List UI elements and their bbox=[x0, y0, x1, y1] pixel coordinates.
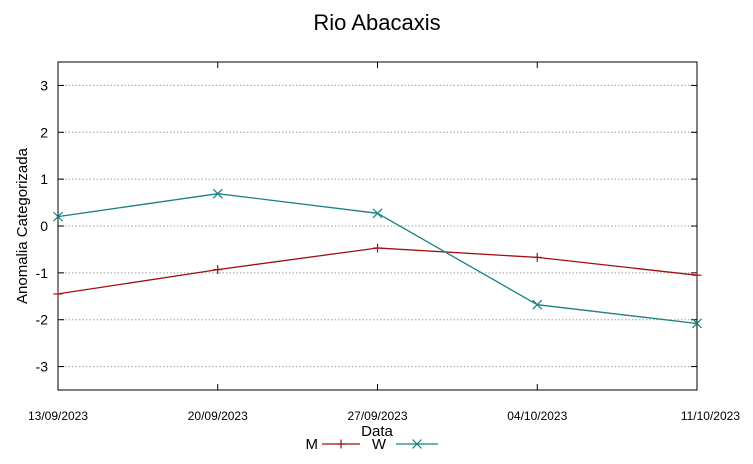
chart-title: Rio Abacaxis bbox=[313, 10, 440, 35]
y-tick-label: -2 bbox=[36, 312, 49, 328]
data-point bbox=[692, 270, 702, 280]
data-point bbox=[53, 289, 63, 299]
x-axis-label: Data bbox=[361, 423, 393, 440]
x-tick-label: 27/09/2023 bbox=[347, 409, 407, 423]
data-point bbox=[373, 243, 382, 253]
data-point bbox=[372, 208, 383, 219]
series-layer bbox=[53, 188, 702, 329]
y-tick-label: 1 bbox=[40, 171, 48, 187]
x-tick-label: 13/09/2023 bbox=[28, 409, 88, 423]
y-tick-label: -3 bbox=[36, 359, 49, 375]
legend-label: W bbox=[372, 436, 387, 453]
data-point bbox=[212, 188, 223, 199]
data-point bbox=[213, 265, 223, 275]
series-w bbox=[53, 188, 702, 329]
data-point bbox=[53, 211, 63, 222]
data-point bbox=[692, 318, 702, 329]
y-tick-label: 2 bbox=[40, 124, 48, 140]
data-point bbox=[532, 252, 542, 262]
y-axis-label: Anomalia Categorizada bbox=[14, 147, 31, 304]
x-tick-label: 04/10/2023 bbox=[507, 409, 567, 423]
series-line bbox=[57, 247, 698, 295]
legend-item-m: M bbox=[306, 436, 360, 453]
y-tick-label: 0 bbox=[40, 218, 48, 234]
legend-label: M bbox=[306, 436, 319, 453]
grid-lines bbox=[58, 84, 697, 368]
data-point bbox=[532, 299, 543, 310]
y-tick-label: -1 bbox=[36, 265, 49, 281]
x-tick-label: 11/10/2023 bbox=[681, 409, 740, 423]
legend-marker bbox=[412, 439, 422, 449]
legend-marker bbox=[336, 439, 346, 449]
x-axis-ticks: 13/09/2023 20/09/2023 27/09/2023 04/10/2023… bbox=[28, 62, 740, 423]
x-tick-label: 20/09/2023 bbox=[188, 409, 248, 423]
y-tick-label: 3 bbox=[40, 77, 48, 93]
series-m bbox=[53, 243, 702, 299]
legend-item-w: W bbox=[372, 436, 438, 453]
